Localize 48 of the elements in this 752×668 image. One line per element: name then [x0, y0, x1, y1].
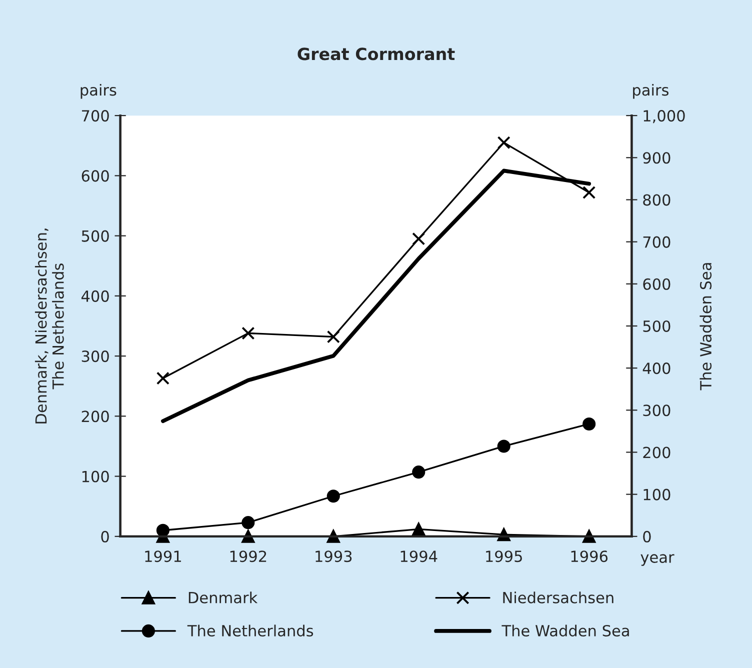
point	[156, 372, 170, 385]
y-tick-label: 200	[82, 410, 109, 422]
text: pairs	[633, 84, 668, 99]
y-tick-label: 100	[82, 470, 109, 482]
x-tick-label: 1993	[316, 550, 352, 562]
point	[326, 330, 340, 344]
y2-tick-label: 1,000	[644, 110, 685, 124]
y-tick-label: 600	[82, 170, 109, 182]
x-tick-label: 1996	[571, 550, 608, 562]
y-tick-label: 300	[82, 350, 109, 362]
point	[412, 522, 426, 536]
point	[326, 490, 340, 503]
point	[582, 186, 596, 200]
point	[242, 326, 255, 340]
y2-tick-label: 500	[643, 320, 670, 332]
x-axis-title: year	[640, 554, 674, 566]
y2-tick-label: 700	[643, 236, 670, 248]
y2-tick-label: 900	[643, 152, 670, 164]
y2-tick-label: 800	[643, 194, 670, 206]
point	[412, 466, 426, 479]
chart-title: Great Cormorant	[298, 48, 455, 60]
legend-label: Niedersachsen	[503, 592, 614, 604]
y2-axis-title: The Wadden Sea	[700, 263, 712, 390]
legend-label: The Netherlands	[187, 624, 314, 637]
y2-tick-label: 600	[643, 278, 670, 290]
y2-tick-label: 0	[643, 530, 651, 542]
y2-tick-label: 400	[642, 362, 670, 374]
text: pairs	[80, 84, 116, 99]
x-tick-label: 1995	[486, 550, 522, 562]
y2-tick-label: 200	[643, 446, 670, 458]
point	[156, 524, 170, 537]
y2-tick-label: 300	[643, 404, 670, 416]
x-tick-label: 1994	[400, 550, 438, 562]
y-tick-label: 400	[81, 290, 109, 302]
point	[582, 417, 596, 431]
legend-label: The Wadden Sea	[502, 624, 629, 637]
point	[497, 440, 510, 453]
x-tick-label: 1991	[145, 550, 181, 562]
y-tick-label: 0	[101, 530, 109, 542]
x-tick-label: 1992	[230, 550, 266, 562]
y-tick-label: 500	[82, 230, 109, 242]
legend-label: Denmark	[188, 592, 258, 604]
y-axis-title: Denmark, Niedersachsen, The Netherlands	[34, 228, 64, 424]
point	[412, 232, 426, 246]
y-tick-label: 700	[82, 110, 109, 122]
point	[242, 516, 255, 530]
y2-tick-label: 100	[644, 488, 670, 500]
point	[497, 136, 510, 150]
